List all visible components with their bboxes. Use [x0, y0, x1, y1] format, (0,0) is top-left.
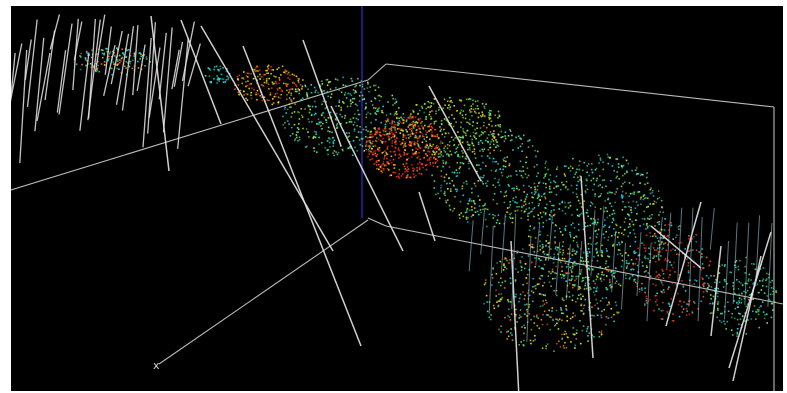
- drillhole-trace: [11, 53, 16, 103]
- drillhole-trace: [620, 242, 626, 310]
- drillhole-trace: [599, 206, 605, 254]
- point-cluster: [397, 96, 507, 158]
- drillhole-trace: [665, 201, 702, 327]
- drillhole-trace: [11, 43, 23, 102]
- point-cluster: [526, 153, 666, 292]
- drillhole-trace: [148, 47, 161, 118]
- drillhole-trace: [58, 23, 73, 115]
- point-cloud: [73, 47, 777, 352]
- drillhole-trace: [418, 191, 436, 242]
- drillhole-trace: [577, 241, 583, 291]
- point-cluster: [431, 127, 552, 228]
- drillhole-trace: [302, 39, 342, 147]
- frame-edge: [385, 63, 775, 108]
- drillhole-trace: [728, 231, 772, 369]
- drillhole-trace: [710, 245, 722, 337]
- drillhole-trace: [732, 222, 738, 304]
- drillhole-trace: [242, 45, 362, 347]
- drillhole-trace: [173, 41, 184, 87]
- drillhole-trace: [19, 49, 28, 164]
- drillhole-trace: [488, 225, 494, 314]
- point-cluster: [483, 242, 620, 352]
- drillhole-trace: [580, 175, 594, 359]
- drillhole-trace: [650, 225, 702, 269]
- point-cluster: [706, 256, 777, 337]
- drillhole-trace: [177, 37, 189, 149]
- drillhole-trace: [110, 30, 123, 85]
- bounding-box-frame: [11, 6, 783, 391]
- point-cluster: [234, 64, 306, 106]
- axis-marker-label: x: [153, 359, 160, 372]
- drillhole-trace: [565, 244, 571, 300]
- drillhole-trace: [636, 232, 642, 296]
- drillhole-trace: [657, 217, 663, 261]
- drillhole-trace: [697, 216, 703, 322]
- drillhole-trace: [590, 210, 596, 277]
- drillhole-trace: [73, 21, 83, 61]
- drillhole-trace: [34, 37, 45, 132]
- drillhole-trace: [767, 223, 773, 307]
- 3d-viewport[interactable]: x: [11, 6, 783, 391]
- point-cluster: [365, 116, 442, 179]
- drillhole-trace: [26, 19, 38, 107]
- drillhole-trace: [709, 207, 715, 250]
- drillhole-trace: [103, 44, 116, 96]
- drillhole-trace: [142, 37, 152, 148]
- drillhole-trace: [724, 241, 730, 320]
- drillhole-trace: [330, 105, 404, 252]
- drillhole-trace: [56, 50, 67, 113]
- drillhole-trace: [732, 255, 762, 382]
- point-cluster: [73, 47, 151, 76]
- frame-edge: [11, 79, 369, 191]
- frame-edge: [367, 217, 387, 227]
- drillhole-trace: [150, 15, 170, 172]
- drillhole-trace: [24, 39, 32, 81]
- drillhole-trace: [555, 241, 561, 295]
- drillhole-trace: [158, 32, 167, 100]
- drillhole-trace: [121, 26, 135, 111]
- drillhole-trace: [688, 207, 694, 307]
- drillhole-trace: [535, 222, 541, 266]
- drillhole-trace: [510, 240, 520, 391]
- drillhole-trace: [44, 30, 56, 101]
- drillhole-trace: [162, 27, 173, 133]
- drillhole-trace: [132, 25, 139, 96]
- drillhole-trace: [104, 26, 112, 75]
- drillhole-trace: [428, 85, 482, 182]
- frame-edge: [385, 225, 783, 305]
- drillhole-trace: [526, 237, 532, 342]
- frame-edge: [158, 219, 369, 365]
- drillhole-trace: [79, 52, 90, 131]
- block-model-scene[interactable]: x: [11, 6, 783, 391]
- drillhole-trace: [511, 213, 517, 310]
- drillhole-trace: [611, 231, 617, 293]
- drillhole-trace: [180, 19, 222, 125]
- drillhole-trace: [744, 222, 750, 305]
- drillhole-trace: [755, 215, 761, 287]
- drillhole-trace: [677, 207, 683, 282]
- drillhole-trace: [480, 207, 486, 255]
- drillhole-trace: [547, 215, 553, 262]
- drillhole-trace: [136, 44, 146, 91]
- drillhole-trace: [646, 244, 652, 322]
- point-cluster: [282, 76, 401, 157]
- drillhole-trace: [87, 19, 101, 121]
- drillhole-trace: [171, 49, 180, 90]
- drillhole-trace: [49, 14, 61, 50]
- drillhole-trace: [94, 14, 106, 72]
- frame-edge: [367, 63, 387, 81]
- drillhole-trace: [666, 212, 672, 269]
- drillhole-trace: [468, 220, 474, 272]
- drillholes: [11, 14, 773, 391]
- drillhole-trace: [181, 21, 196, 82]
- drillhole-trace: [36, 52, 51, 122]
- drillhole-trace: [200, 25, 334, 252]
- drillhole-trace: [187, 43, 201, 87]
- drillhole-trace: [115, 33, 130, 105]
- drillhole-trace: [500, 213, 506, 274]
